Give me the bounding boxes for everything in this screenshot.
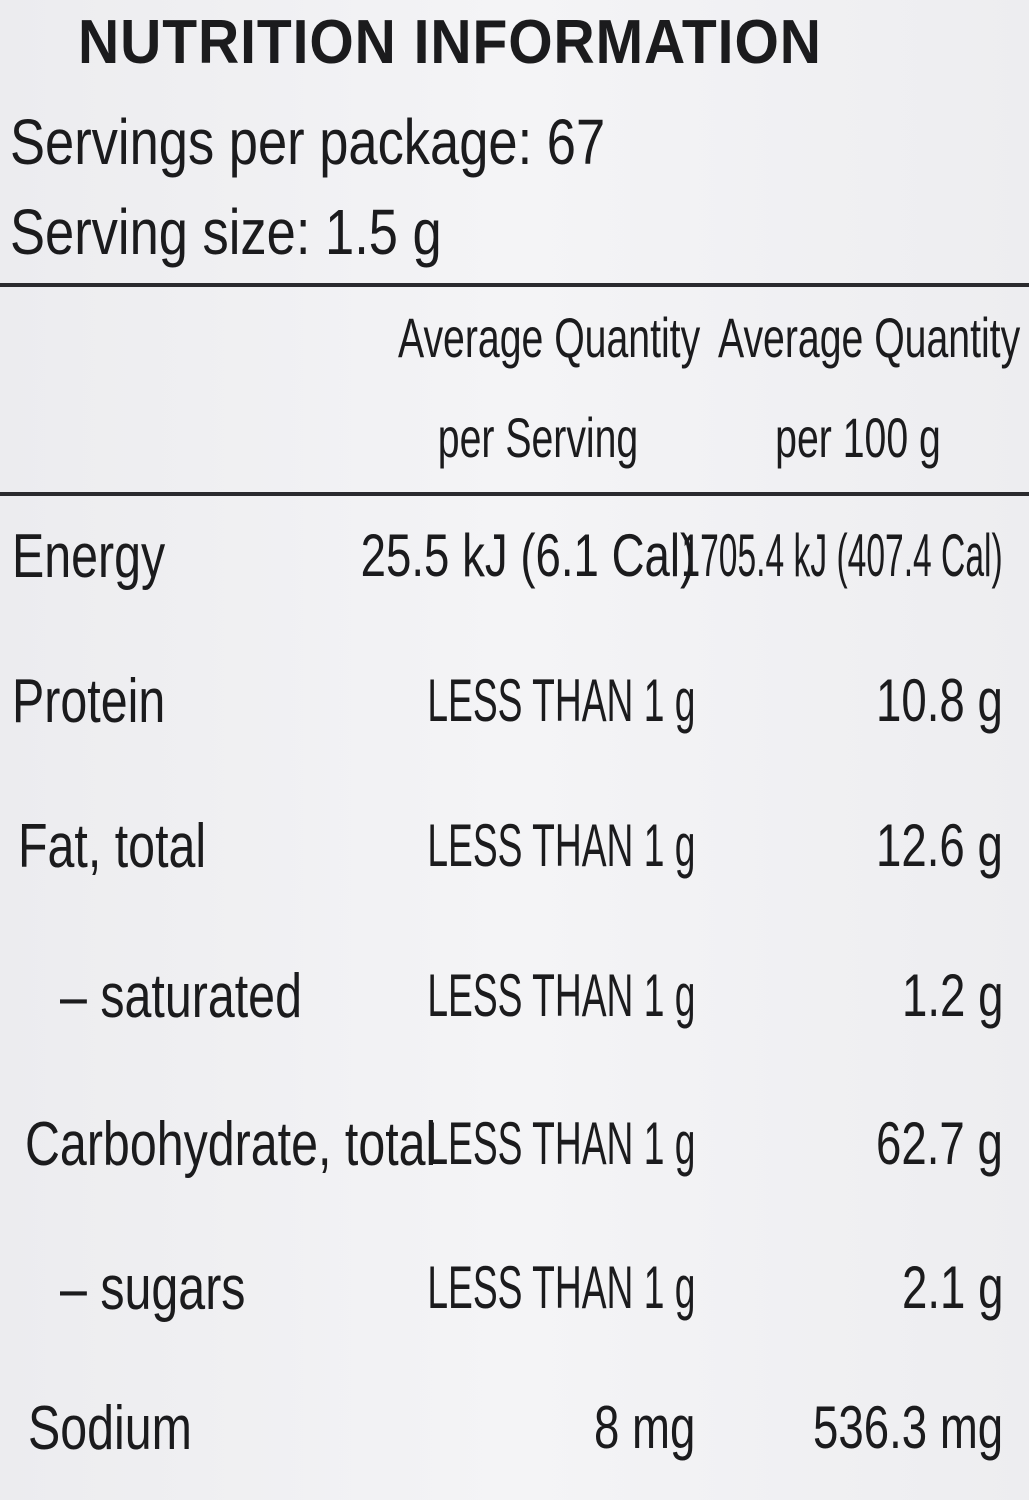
serving-size: Serving size: 1.5 g — [10, 196, 442, 268]
title: NUTRITION INFORMATION — [78, 8, 822, 77]
nutrient-value: 10.8 g — [876, 667, 1003, 734]
divider — [0, 283, 1029, 287]
column-header: Average Quantity — [398, 306, 701, 369]
nutrient-name: Carbohydrate, total — [25, 1110, 437, 1179]
nutrient-value: 12.6 g — [876, 812, 1003, 879]
column-header: per 100 g — [775, 406, 941, 469]
nutrient-value: 1705.4 kJ (407.4 Cal) — [681, 522, 1003, 589]
nutrient-value: LESS THAN 1 g — [426, 667, 695, 734]
nutrient-value: 2.1 g — [901, 1254, 1003, 1321]
nutrient-value: LESS THAN 1 g — [426, 1110, 695, 1177]
nutrient-value: 1.2 g — [901, 962, 1003, 1029]
nutrient-value: 536.3 mg — [812, 1394, 1003, 1461]
nutrient-name: Fat, total — [18, 812, 207, 881]
nutrient-name: – saturated — [60, 962, 302, 1031]
nutrient-value: LESS THAN 1 g — [426, 962, 695, 1029]
column-header: Average Quantity — [718, 306, 1021, 369]
nutrient-value: 8 mg — [593, 1394, 695, 1461]
nutrient-value: 62.7 g — [876, 1110, 1003, 1177]
nutrient-name: Sodium — [28, 1394, 192, 1463]
nutrient-value: 25.5 kJ (6.1 Cal) — [360, 522, 695, 589]
nutrient-name: – sugars — [60, 1254, 246, 1323]
divider — [0, 492, 1029, 496]
column-header: per Serving — [437, 406, 639, 469]
nutrient-name: Energy — [12, 522, 166, 591]
nutrient-value: LESS THAN 1 g — [426, 1254, 695, 1321]
servings-per-package: Servings per package: 67 — [10, 106, 606, 178]
nutrient-name: Protein — [12, 667, 166, 736]
nutrient-value: LESS THAN 1 g — [426, 812, 695, 879]
